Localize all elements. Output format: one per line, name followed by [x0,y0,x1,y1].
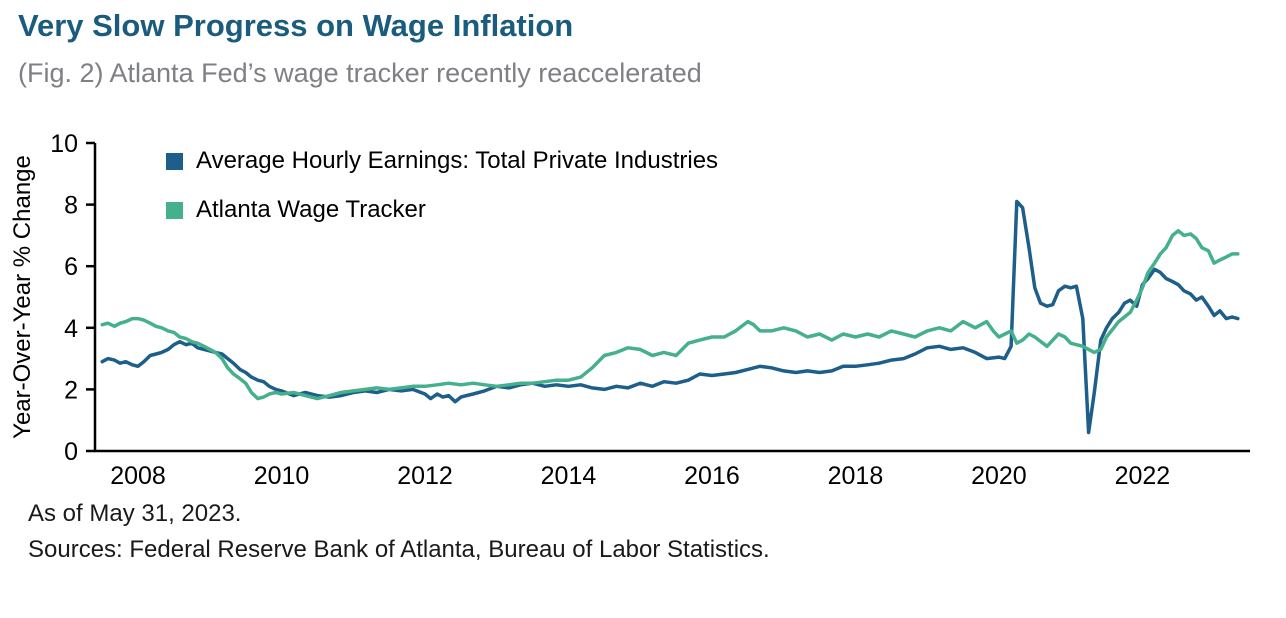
chart-canvas: 0 2 4 6 8 10 2008 2010 2012 2014 2016 2018 2020 2022 Y… [9,130,1250,490]
legend-swatch-wage-tracker-icon [166,201,183,219]
legend-label-wage-tracker: Atlanta Wage Tracker [196,196,426,223]
as-of-note: As of May 31, 2023. [28,500,242,527]
legend-item-ahe: Average Hourly Earnings: Total Private I… [166,144,718,178]
svg-text:2016: 2016 [684,462,740,490]
svg-text:2: 2 [64,376,78,404]
svg-text:2014: 2014 [541,462,597,490]
svg-text:8: 8 [64,192,78,220]
chart-area: 0 2 4 6 8 10 2008 2010 2012 2014 2016 2018 2020 2022 Y… [0,118,1286,490]
svg-text:Year-Over-Year % Change: Year-Over-Year % Change [9,155,36,439]
legend: Average Hourly Earnings: Total Private I… [166,144,718,227]
legend-label-ahe: Average Hourly Earnings: Total Private I… [196,147,719,174]
svg-text:2008: 2008 [110,462,166,490]
svg-text:2018: 2018 [828,462,884,490]
svg-text:0: 0 [64,438,78,466]
svg-text:6: 6 [64,253,78,281]
svg-text:2022: 2022 [1115,462,1171,490]
legend-swatch-ahe-icon [166,152,183,170]
svg-text:10: 10 [50,130,78,158]
sources-note: Sources: Federal Reserve Bank of Atlanta… [28,536,770,563]
svg-text:4: 4 [64,315,78,343]
chart-subtitle: (Fig. 2) Atlanta Fed’s wage tracker rece… [18,58,702,88]
svg-text:2010: 2010 [254,462,310,490]
chart-title: Very Slow Progress on Wage Inflation [18,8,574,43]
svg-text:2020: 2020 [971,462,1027,490]
legend-item-wage-tracker: Atlanta Wage Tracker [166,193,718,227]
svg-text:2012: 2012 [397,462,453,490]
